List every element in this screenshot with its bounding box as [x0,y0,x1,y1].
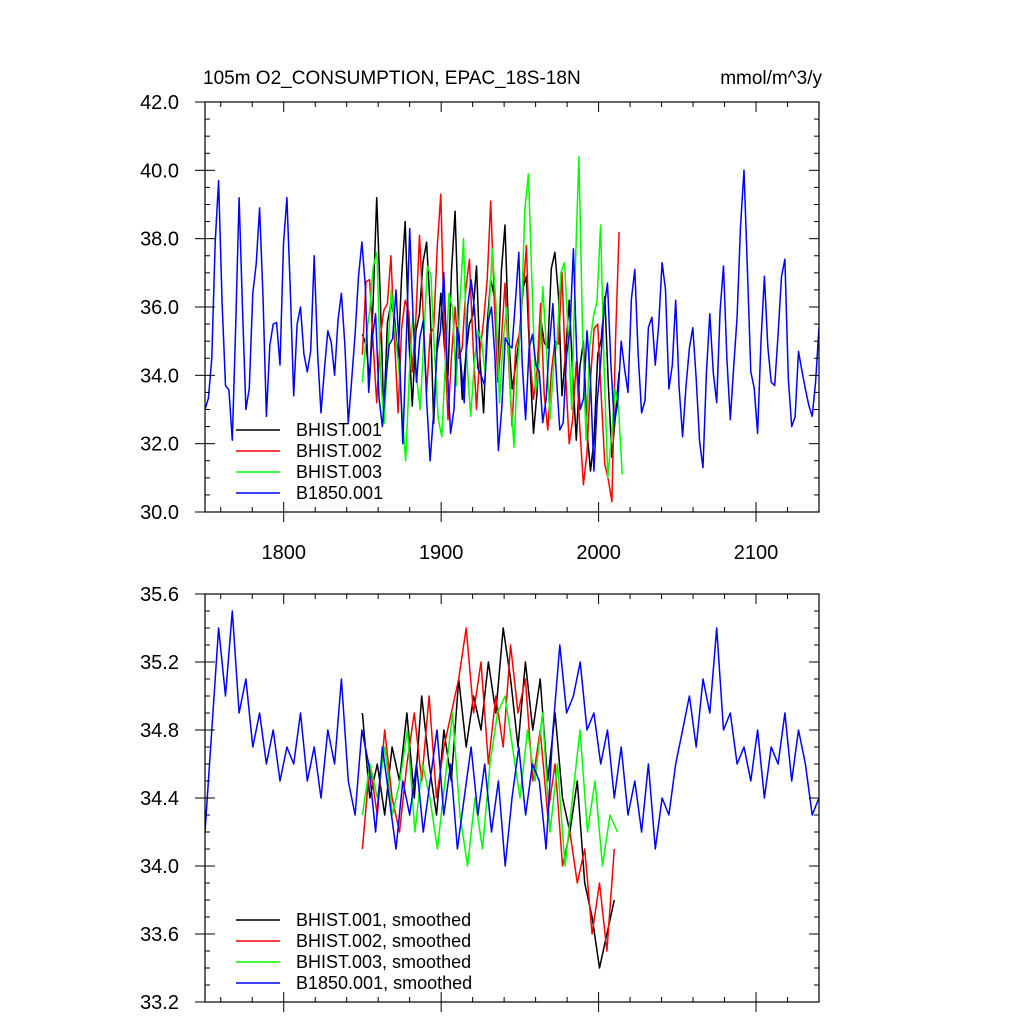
series-line-bottom-1 [361,627,616,969]
x-tick-label-top: 2000 [576,542,621,564]
series-line-top-3 [361,155,623,479]
y-tick-label-bottom: 34.4 [140,788,179,810]
y-tick-label-top: 34.0 [140,365,179,387]
y-tick-label-top: 40.0 [140,160,179,182]
y-tick-label-top: 36.0 [140,297,179,319]
bottom-panel-series-layer [205,610,819,969]
y-tick-label-bottom: 33.6 [140,924,179,946]
x-tick-label-top: 2100 [734,542,779,564]
bottom-panel-ticks: 33.2 33.6 34.0 34.4 34.8 35.2 35.6 [140,584,820,1014]
legend-label-bottom-3: BHIST.003, smoothed [296,952,471,972]
x-tick-label-top: 1900 [419,542,464,564]
y-tick-label-bottom: 35.2 [140,652,179,674]
y-tick-label-bottom: 34.8 [140,720,179,742]
series-line-top-2 [361,193,620,503]
legend-label-top-1: BHIST.001 [296,420,382,440]
top-panel-ticks: 30.0 32.0 34.0 36.0 38.0 40.0 42.0 1800 1900 2000… [140,92,820,564]
y-tick-label-top: 30.0 [140,502,179,524]
y-tick-label-bottom: 33.2 [140,992,179,1014]
chart-title: 105m O2_CONSUMPTION, EPAC_18S-18N [203,68,581,89]
y-tick-label-top: 38.0 [140,229,179,251]
bottom-panel: 33.2 33.6 34.0 34.4 34.8 35.2 35.6 BHIST.001, … [140,584,820,1014]
series-line-top-4 [205,169,819,472]
legend-label-bottom-2: BHIST.002, smoothed [296,931,471,951]
series-line-bottom-3 [361,695,619,867]
legend-label-bottom-1: BHIST.001, smoothed [296,910,471,930]
top-panel: 30.0 32.0 34.0 36.0 38.0 40.0 42.0 1800 1900 2000… [140,92,820,564]
x-tick-label-top: 1800 [261,542,306,564]
y-tick-label-bottom: 34.0 [140,856,179,878]
series-line-bottom-4 [205,610,819,867]
top-panel-series-layer [205,155,819,503]
legend-label-bottom-4: B1850.001, smoothed [296,973,472,993]
legend-label-top-3: BHIST.003 [296,462,382,482]
units-label: mmol/m^3/y [720,68,822,89]
y-tick-label-top: 42.0 [140,92,179,114]
y-tick-label-top: 32.0 [140,434,179,456]
legend-label-top-2: BHIST.002 [296,441,382,461]
y-tick-label-bottom: 35.6 [140,584,179,606]
legend-label-top-4: B1850.001 [296,483,383,503]
